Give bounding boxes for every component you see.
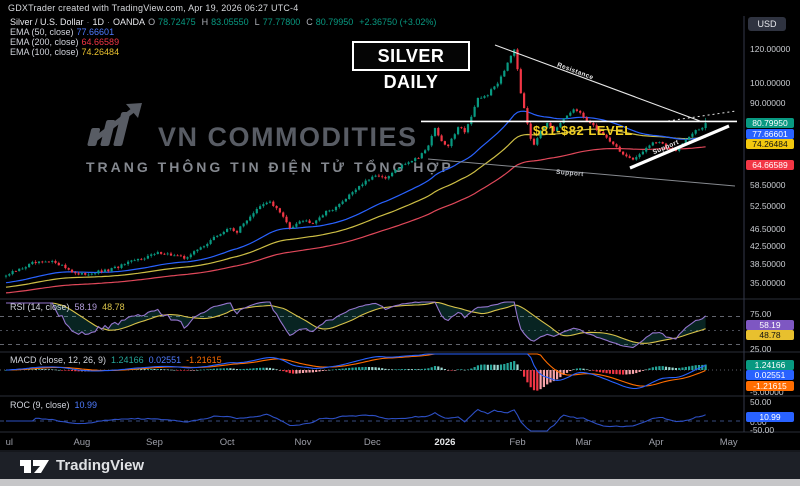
price-badge: 74.26484 xyxy=(746,139,794,150)
price-badge: 0.02551 xyxy=(746,370,794,381)
price-badge: 64.66589 xyxy=(746,160,794,171)
price-badge: 48.78 xyxy=(746,330,794,341)
separator: · xyxy=(86,17,90,27)
support-line-lower xyxy=(427,158,736,187)
indicator-scale-label: 75.00 xyxy=(750,308,772,319)
attribution-bar: GDXTrader created with TradingView.com, … xyxy=(0,0,800,16)
time-label-Mar: Mar xyxy=(575,437,592,448)
ohlc-C: C 80.79950 xyxy=(306,17,354,27)
indicator-scale-label: 50.00 xyxy=(750,396,772,407)
symbol-row[interactable]: Silver / U.S. Dollar · 1D · OANDA O 78.72475 H 8… xyxy=(10,17,439,27)
ema-legend-rows: EMA (50, close) 77.66601 EMA (200, close) 6… xyxy=(10,27,439,57)
indicator-legend-2[interactable]: ROC (9, close) 10.99 xyxy=(10,400,102,410)
bottom-strip xyxy=(0,479,800,486)
ema-label: EMA (200, close) xyxy=(10,37,79,47)
exchange: OANDA xyxy=(113,17,146,27)
time-label-Aug: Aug xyxy=(73,437,91,448)
indicator-name: RSI (14, close) xyxy=(10,302,70,312)
chart-legend: Silver / U.S. Dollar · 1D · OANDA O 78.72475 H 8… xyxy=(10,17,439,57)
resistance-trendline xyxy=(494,44,701,122)
currency-button[interactable]: USD xyxy=(748,17,786,31)
indicator-value: 10.99 xyxy=(74,400,98,410)
time-label-May: May xyxy=(719,437,738,448)
indicator-value: 0.02551 xyxy=(148,354,182,365)
time-label-ul: ul xyxy=(5,437,13,448)
indicator-legend-1[interactable]: MACD (close, 12, 26, 9) 1.24166 0.02551 -1.… xyxy=(10,355,227,365)
dotted-projection-line xyxy=(667,110,737,122)
price-badge: 1.24166 xyxy=(746,359,794,370)
ema-label: EMA (100, close) xyxy=(10,47,79,57)
time-label-2026: 2026 xyxy=(434,437,456,448)
time-label-Apr: Apr xyxy=(648,437,664,448)
ema-legend-row-2[interactable]: EMA (100, close) 74.26484 xyxy=(10,47,439,57)
price-tick: 46.50000 xyxy=(750,223,786,234)
main-pane[interactable] xyxy=(4,48,707,294)
indicator-value: 58.19 xyxy=(74,302,98,312)
time-label-Dec: Dec xyxy=(363,437,381,448)
ema-100-line xyxy=(5,128,706,288)
ema-200-line xyxy=(5,146,706,294)
indicator-value: -1.21615 xyxy=(186,354,222,365)
price-tick: 120.00000 xyxy=(750,43,791,54)
indicator-legend-0[interactable]: RSI (14, close) 58.19 48.78 xyxy=(10,302,130,312)
rsi-line xyxy=(6,301,706,349)
indicator-name: MACD (close, 12, 26, 9) xyxy=(10,354,107,365)
price-badge: 10.99 xyxy=(746,411,794,422)
price-tick: 38.50000 xyxy=(750,259,786,270)
support-trendline xyxy=(629,124,730,170)
tradingview-brand[interactable]: TradingView xyxy=(56,457,145,474)
price-tick: 90.00000 xyxy=(750,98,786,109)
price-badge: 77.66601 xyxy=(746,128,794,139)
time-label-Feb: Feb xyxy=(509,437,526,448)
indicator-value: 48.78 xyxy=(102,302,125,312)
roc-line xyxy=(6,408,706,432)
indicator-name: ROC (9, close) xyxy=(10,400,70,410)
price-tick: 42.50000 xyxy=(750,240,786,251)
footer-bar: TradingView xyxy=(0,452,800,479)
silver-daily-annotation: SILVER DAILY xyxy=(352,41,470,92)
symbol-name: Silver / U.S. Dollar xyxy=(10,17,84,27)
indicator-value: 1.24166 xyxy=(111,354,144,365)
ema-legend-row-0[interactable]: EMA (50, close) 77.66601 xyxy=(10,27,439,37)
ohlc-L: L 77.77800 xyxy=(254,17,301,27)
watermark-subtitle: TRANG THÔNG TIN ĐIỆN TỬ TỔNG HỢP xyxy=(86,159,454,175)
indicator-scale-label: -50.00 xyxy=(750,424,775,435)
price-badge: 80.79950 xyxy=(746,118,794,129)
ema-value: 77.66601 xyxy=(76,27,115,37)
time-label-Oct: Oct xyxy=(219,437,235,448)
ohlc-H: H 83.05550 xyxy=(201,17,249,27)
timeframe: 1D xyxy=(92,17,105,27)
price-level-annotation: $81-$82 LEVEL xyxy=(533,123,633,138)
price-badge: -1.21615 xyxy=(746,380,794,391)
time-label-Sep: Sep xyxy=(146,437,163,448)
ema-value: 64.66589 xyxy=(81,37,120,47)
ohlc-O: O 78.72475 xyxy=(148,17,196,27)
price-tick: 58.50000 xyxy=(750,179,786,190)
indicator-scale-label: 25.00 xyxy=(750,343,772,354)
indicator-scale-label: -5.00000 xyxy=(750,386,784,397)
change-value: +2.36750 (+3.02%) xyxy=(359,17,437,27)
watermark-title: VN COMMODITIES xyxy=(158,122,418,152)
watermark-logo-icon xyxy=(86,102,148,153)
ema-value: 74.26484 xyxy=(81,47,120,57)
ema-50-line xyxy=(5,110,706,284)
price-tick: 52.50000 xyxy=(750,200,786,211)
attribution-text: GDXTrader created with TradingView.com, … xyxy=(8,3,299,13)
price-tick: 100.00000 xyxy=(750,78,791,89)
separator: · xyxy=(107,17,111,27)
rsi-ma-line xyxy=(6,301,706,344)
macd-line xyxy=(5,353,706,390)
time-label-Nov: Nov xyxy=(294,437,312,448)
price-tick: 35.00000 xyxy=(750,277,786,288)
tradingview-logo-icon[interactable] xyxy=(20,457,52,479)
ema-legend-row-1[interactable]: EMA (200, close) 64.66589 xyxy=(10,37,439,47)
ema-label: EMA (50, close) xyxy=(10,27,74,37)
watermark: VN COMMODITIES TRANG THÔNG TIN ĐIỆN TỬ T… xyxy=(86,102,454,175)
price-badge: 58.19 xyxy=(746,319,794,330)
